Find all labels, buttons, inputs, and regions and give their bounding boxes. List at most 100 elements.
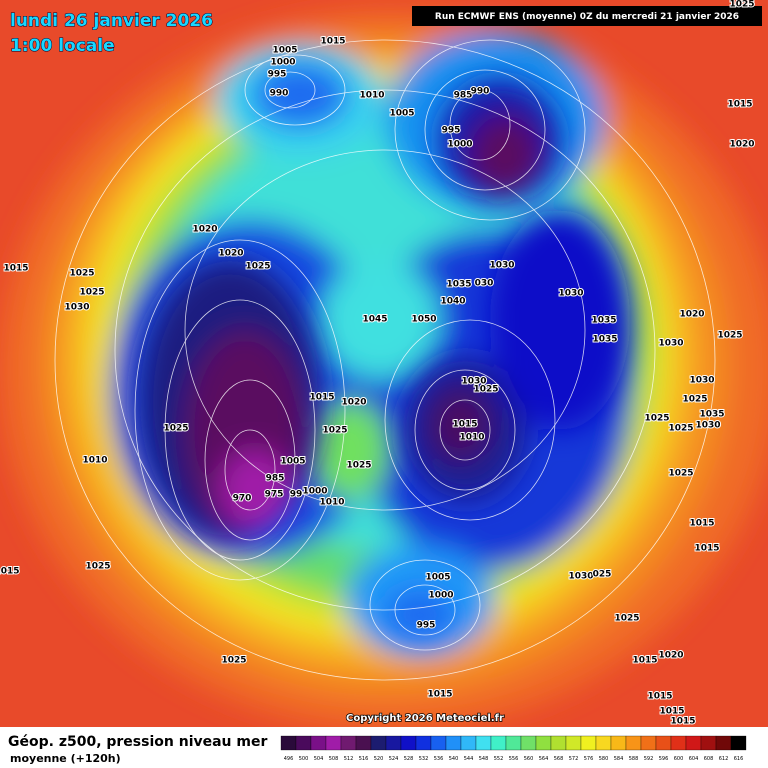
isobar-label: 1050 [411, 315, 436, 325]
isobar-label: 1015 [689, 519, 714, 529]
isobar-label: 1020 [679, 310, 704, 320]
legend-label: 540 [449, 756, 459, 762]
legend-swatch [325, 735, 342, 751]
isobar-label: 1045 [362, 315, 387, 325]
legend-label: 588 [629, 756, 639, 762]
isobar-label: 1030 [489, 261, 514, 271]
isobar-label: 1025 [79, 288, 104, 298]
legend-swatch [550, 735, 567, 751]
legend-swatch [280, 735, 297, 751]
legend-swatch [490, 735, 507, 751]
legend-swatch [340, 735, 357, 751]
legend-label: 596 [659, 756, 669, 762]
isobar-label: 1000 [270, 58, 295, 68]
legend-swatch [295, 735, 312, 751]
map-field [0, 0, 768, 727]
legend-swatch [475, 735, 492, 751]
legend-label: 512 [344, 756, 354, 762]
legend-label: 556 [509, 756, 519, 762]
legend-label: 584 [614, 756, 624, 762]
isobar-label: 1030 [64, 303, 89, 313]
isobar-label: 1030 [695, 421, 720, 431]
footer-subtitle: moyenne (+120h) [10, 752, 121, 765]
isobar-label: 1025 [668, 424, 693, 434]
legend-label: 592 [644, 756, 654, 762]
legend-swatch [370, 735, 387, 751]
legend-label: 548 [479, 756, 489, 762]
isobar-label: 1025 [668, 469, 693, 479]
legend-label: 564 [539, 756, 549, 762]
isobar-label: 1035 [591, 316, 616, 326]
isobar-label: 030 [475, 279, 494, 289]
isobar-label: 1005 [389, 109, 414, 119]
copyright: Copyright 2026 Meteociel.fr [346, 713, 504, 724]
isobar-label: 1020 [341, 398, 366, 408]
isobar-label: 1005 [280, 457, 305, 467]
legend-label: 528 [404, 756, 414, 762]
isobar-label: 99 [290, 490, 303, 500]
isobar-label: 1010 [319, 498, 344, 508]
isobar-label: 1015 [309, 393, 334, 403]
isobar-label: 975 [265, 490, 284, 500]
legend-swatch [535, 735, 552, 751]
isobar-label: 1035 [592, 335, 617, 345]
legend-swatch [715, 735, 732, 751]
isobar-label: 1015 [0, 567, 20, 577]
isobar-label: 1025 [69, 269, 94, 279]
legend-swatch [700, 735, 717, 751]
isobar-label: 995 [417, 621, 436, 631]
legend-swatch [580, 735, 597, 751]
legend-swatch [310, 735, 327, 751]
isobar-label: 1030 [568, 572, 593, 582]
isobar-label: 985 [266, 474, 285, 484]
isobar-label: 1005 [272, 46, 297, 56]
legend-label: 608 [704, 756, 714, 762]
legend-swatch [595, 735, 612, 751]
legend-swatch [655, 735, 672, 751]
isobar-label: 1030 [461, 377, 486, 387]
legend-swatch [625, 735, 642, 751]
isobar-label: 1015 [3, 264, 28, 274]
legend-label: 616 [734, 756, 744, 762]
isobar-label: 1015 [320, 37, 345, 47]
isobar-label: 1025 [221, 656, 246, 666]
isobar-label: 1020 [192, 225, 217, 235]
isobar-label: 1025 [717, 331, 742, 341]
legend-label: 544 [464, 756, 474, 762]
isobar-label: 1025 [245, 262, 270, 272]
isobar-label: 1015 [647, 692, 672, 702]
isobar-label: 1035 [446, 280, 471, 290]
isobar-label: 1015 [670, 717, 695, 727]
legend-swatch [730, 735, 747, 751]
isobar-label: 1025 [473, 385, 498, 395]
isobar-label: 1025 [614, 614, 639, 624]
isobar-label: 1015 [452, 420, 477, 430]
color-legend: 496 500 504 508 512 516 520 524 528 532 536 540 544 5… [280, 735, 747, 762]
time-label: 1:00 locale [10, 36, 115, 56]
date-label: lundi 26 janvier 2026 [10, 11, 213, 31]
isobar-label: 1020 [729, 140, 754, 150]
legend-swatch [610, 735, 627, 751]
run-label: Run ECMWF ENS (moyenne) 0Z du mercredi 2… [435, 12, 739, 22]
legend-label: 504 [314, 756, 324, 762]
isobar-label: 1015 [694, 544, 719, 554]
isobar-label: 1015 [659, 707, 684, 717]
isobar-label: 1025 [346, 461, 371, 471]
isobar-label: 1025 [163, 424, 188, 434]
legend-swatch [460, 735, 477, 751]
isobar-label: 1020 [218, 249, 243, 259]
legend-swatch [640, 735, 657, 751]
isobar-label: 1010 [82, 456, 107, 466]
legend-swatch [505, 735, 522, 751]
legend-swatch [385, 735, 402, 751]
footer-title: Géop. z500, pression niveau mer [8, 734, 267, 750]
legend-label: 552 [494, 756, 504, 762]
isobar-label: 970 [233, 494, 252, 504]
isobar-label: 1000 [428, 591, 453, 601]
legend-label: 572 [569, 756, 579, 762]
legend-label: 580 [599, 756, 609, 762]
isobar-label: 995 [442, 126, 461, 136]
legend-swatch [430, 735, 447, 751]
